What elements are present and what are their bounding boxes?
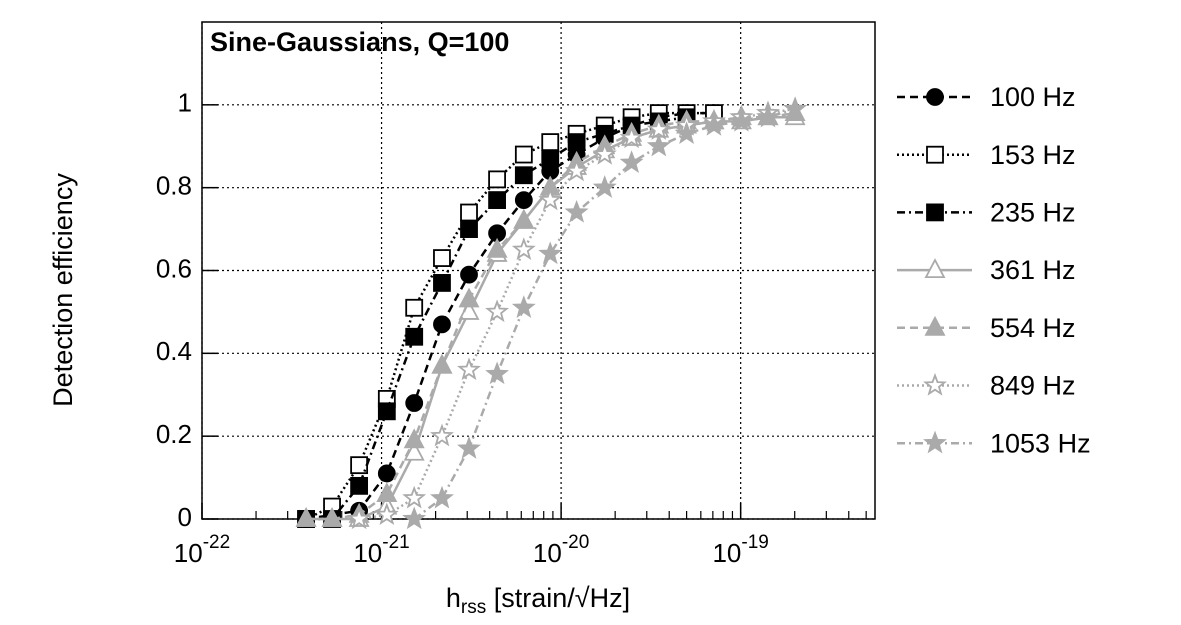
marker bbox=[374, 502, 399, 525]
marker bbox=[402, 485, 427, 509]
y-tick-label: 0.4 bbox=[156, 336, 192, 366]
marker bbox=[405, 327, 424, 346]
marker bbox=[457, 357, 481, 381]
x-label-subscript: rss bbox=[461, 597, 486, 618]
marker bbox=[924, 258, 946, 279]
marker bbox=[511, 237, 536, 260]
x-tick-label: 10-19 bbox=[712, 532, 768, 568]
marker bbox=[485, 299, 510, 323]
marker bbox=[433, 315, 451, 334]
legend-label: 849 Hz bbox=[990, 371, 1076, 401]
marker bbox=[431, 353, 453, 374]
marker bbox=[488, 191, 506, 209]
series bbox=[347, 96, 808, 530]
marker bbox=[756, 104, 780, 128]
marker bbox=[433, 274, 451, 292]
marker bbox=[511, 295, 536, 318]
marker bbox=[377, 402, 396, 421]
marker bbox=[729, 108, 754, 132]
marker bbox=[592, 141, 617, 165]
marker bbox=[619, 125, 644, 149]
marker bbox=[295, 507, 317, 527]
marker bbox=[541, 133, 560, 152]
marker bbox=[646, 133, 671, 157]
y-axis-label: Detection efficiency bbox=[48, 173, 78, 407]
marker bbox=[403, 428, 425, 449]
marker bbox=[402, 506, 427, 530]
series bbox=[297, 104, 723, 528]
marker bbox=[457, 436, 481, 459]
marker bbox=[347, 506, 372, 530]
marker bbox=[377, 464, 396, 483]
chart-title: Sine-Gaussians, Q=100 bbox=[210, 27, 509, 57]
marker bbox=[376, 482, 398, 503]
series-line bbox=[305, 111, 714, 521]
marker bbox=[430, 485, 454, 509]
legend-label: 1053 Hz bbox=[990, 428, 1091, 458]
marker bbox=[567, 133, 586, 152]
marker bbox=[458, 287, 480, 308]
legend-label: 554 Hz bbox=[990, 313, 1076, 343]
legend-label: 100 Hz bbox=[990, 82, 1076, 112]
x-tick-label: 10-21 bbox=[353, 532, 409, 568]
marker bbox=[321, 507, 343, 527]
y-tick-label: 0.6 bbox=[156, 253, 192, 283]
marker bbox=[405, 394, 424, 412]
series bbox=[402, 96, 808, 530]
series-line bbox=[358, 107, 796, 521]
marker bbox=[923, 372, 947, 396]
x-tick-label: 10-22 bbox=[174, 532, 230, 568]
marker bbox=[485, 361, 510, 385]
marker bbox=[513, 208, 535, 229]
plot-frame bbox=[201, 21, 876, 520]
y-tick-label: 0 bbox=[178, 502, 192, 532]
legend-label: 153 Hz bbox=[990, 140, 1076, 170]
marker bbox=[514, 166, 533, 185]
x-label-main: h bbox=[446, 583, 461, 613]
x-label-unit: [strain/√Hz] bbox=[486, 583, 630, 613]
marker bbox=[538, 241, 563, 265]
marker bbox=[619, 150, 644, 173]
marker bbox=[488, 170, 506, 189]
y-tick-label: 0.8 bbox=[156, 171, 192, 201]
marker bbox=[783, 96, 808, 120]
marker bbox=[924, 315, 946, 336]
marker bbox=[926, 88, 944, 106]
marker bbox=[923, 430, 947, 454]
legend-label: 361 Hz bbox=[990, 255, 1076, 285]
marker bbox=[564, 158, 589, 182]
marker bbox=[460, 220, 478, 238]
marker bbox=[541, 149, 560, 168]
marker bbox=[538, 187, 563, 211]
legend-label: 235 Hz bbox=[990, 198, 1076, 228]
y-tick-label: 1 bbox=[178, 88, 192, 118]
marker bbox=[564, 199, 589, 223]
x-tick-label: 10-20 bbox=[533, 532, 589, 568]
marker bbox=[433, 249, 451, 267]
x-axis-label: hrss [strain/√Hz] bbox=[446, 583, 630, 618]
series-line bbox=[413, 107, 796, 521]
marker bbox=[674, 121, 699, 144]
series-line bbox=[306, 116, 687, 521]
marker bbox=[592, 175, 617, 198]
marker bbox=[926, 203, 944, 222]
marker bbox=[514, 145, 533, 164]
marker bbox=[460, 203, 478, 222]
marker bbox=[701, 112, 726, 136]
marker bbox=[350, 476, 369, 495]
y-tick-label: 0.2 bbox=[156, 419, 192, 449]
marker bbox=[514, 191, 533, 209]
marker bbox=[430, 423, 454, 447]
marker bbox=[460, 265, 478, 284]
marker bbox=[405, 298, 424, 317]
marker bbox=[486, 237, 508, 258]
marker bbox=[926, 145, 944, 164]
